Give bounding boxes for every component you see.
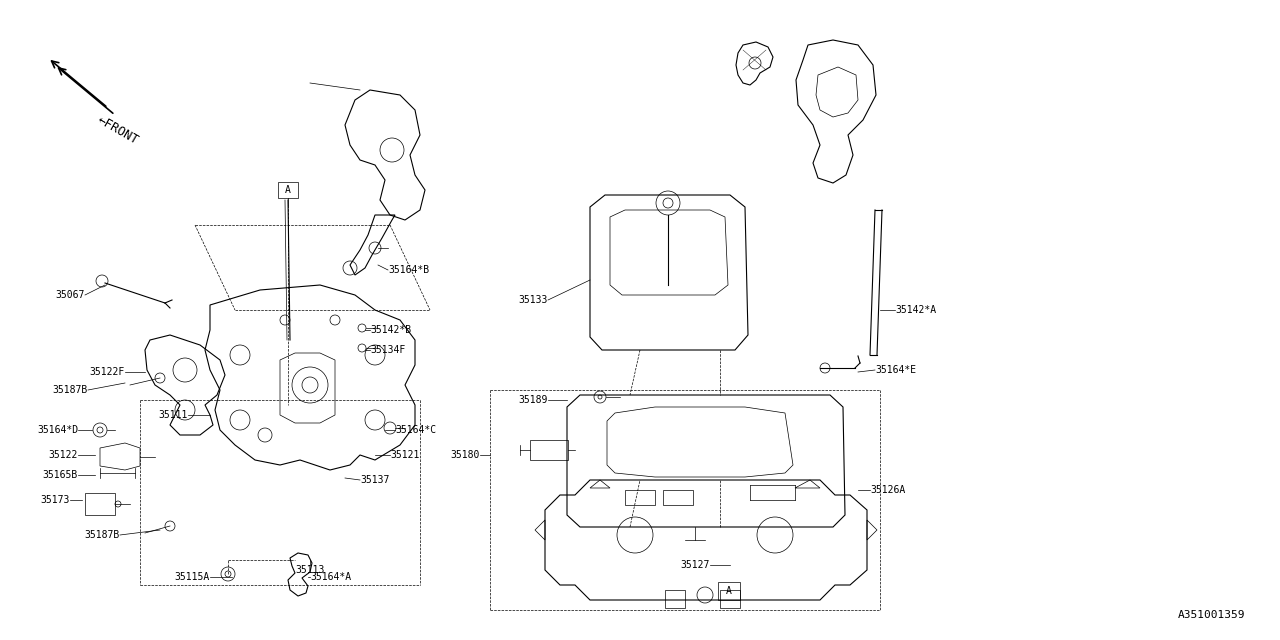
Text: 35187B: 35187B bbox=[84, 530, 120, 540]
Text: 35126A: 35126A bbox=[870, 485, 905, 495]
Text: 35067: 35067 bbox=[55, 290, 84, 300]
Text: 35113: 35113 bbox=[296, 565, 325, 575]
Text: 35164*A: 35164*A bbox=[310, 572, 351, 582]
Bar bbox=[278, 182, 298, 198]
Text: 35164*B: 35164*B bbox=[388, 265, 429, 275]
Text: 35180: 35180 bbox=[451, 450, 480, 460]
Bar bbox=[530, 440, 568, 460]
Text: ←FRONT: ←FRONT bbox=[95, 113, 141, 147]
Text: 35164*E: 35164*E bbox=[876, 365, 916, 375]
Bar bbox=[718, 582, 740, 600]
Text: 35127: 35127 bbox=[681, 560, 710, 570]
Text: 35134F: 35134F bbox=[370, 345, 406, 355]
Text: 35164*C: 35164*C bbox=[396, 425, 436, 435]
Text: A: A bbox=[285, 185, 291, 195]
Text: 35173: 35173 bbox=[41, 495, 70, 505]
Text: 35122: 35122 bbox=[49, 450, 78, 460]
Bar bbox=[84, 493, 115, 515]
Bar bbox=[666, 590, 685, 608]
Text: 35111: 35111 bbox=[159, 410, 188, 420]
Text: 35164*D: 35164*D bbox=[37, 425, 78, 435]
Text: 35121: 35121 bbox=[390, 450, 420, 460]
Text: 35189: 35189 bbox=[518, 395, 548, 405]
Text: 35142*B: 35142*B bbox=[370, 325, 411, 335]
Text: 35187B: 35187B bbox=[52, 385, 88, 395]
Text: 35115A: 35115A bbox=[175, 572, 210, 582]
Text: A: A bbox=[726, 586, 732, 596]
Text: 35133: 35133 bbox=[518, 295, 548, 305]
Bar bbox=[663, 490, 692, 505]
Text: 35137: 35137 bbox=[360, 475, 389, 485]
Text: 35165B: 35165B bbox=[42, 470, 78, 480]
Text: A351001359: A351001359 bbox=[1178, 610, 1245, 620]
Bar bbox=[719, 590, 740, 608]
Text: 35122F: 35122F bbox=[90, 367, 125, 377]
Text: 35142*A: 35142*A bbox=[895, 305, 936, 315]
Bar bbox=[625, 490, 655, 505]
